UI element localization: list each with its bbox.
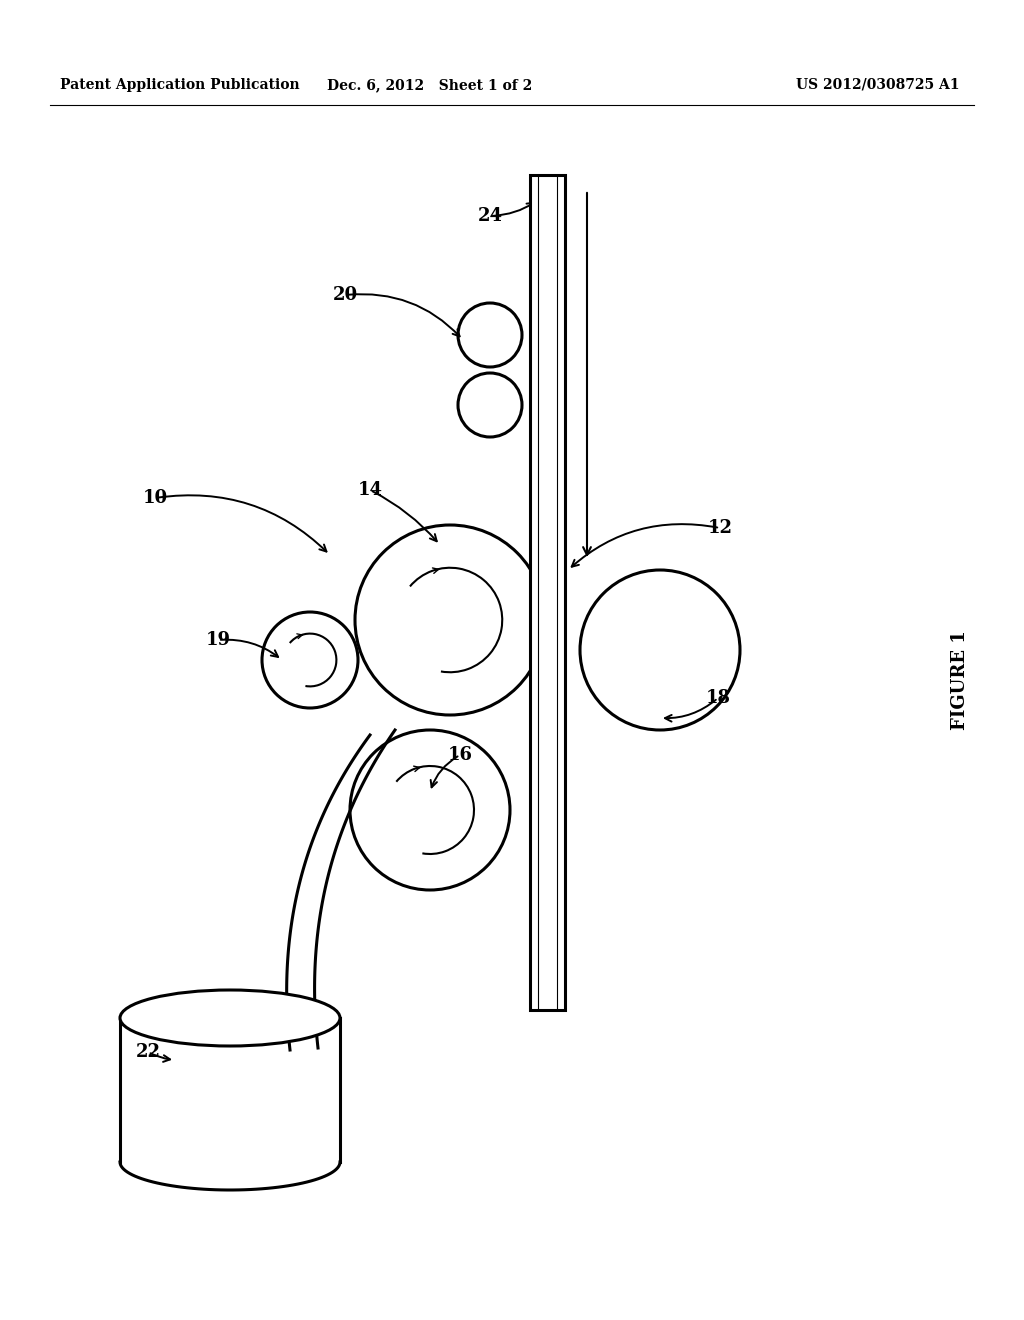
Text: Patent Application Publication: Patent Application Publication	[60, 78, 300, 92]
Text: 12: 12	[708, 519, 732, 537]
Text: 10: 10	[142, 488, 168, 507]
Text: FIGURE 1: FIGURE 1	[951, 630, 969, 730]
Text: Dec. 6, 2012   Sheet 1 of 2: Dec. 6, 2012 Sheet 1 of 2	[328, 78, 532, 92]
Text: US 2012/0308725 A1: US 2012/0308725 A1	[797, 78, 961, 92]
Text: 14: 14	[357, 480, 383, 499]
Text: 24: 24	[477, 207, 503, 224]
Text: 16: 16	[447, 746, 472, 764]
Text: 22: 22	[135, 1043, 161, 1061]
Text: 20: 20	[333, 286, 357, 304]
Bar	[530, 176, 565, 1010]
Text: 19: 19	[206, 631, 230, 649]
Text: 18: 18	[706, 689, 730, 708]
Ellipse shape	[120, 990, 340, 1045]
